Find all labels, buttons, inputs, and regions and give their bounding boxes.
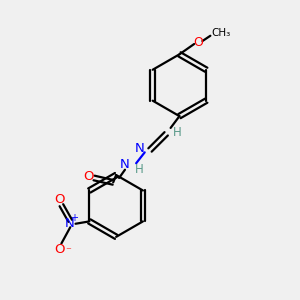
Text: N: N [135, 142, 145, 155]
Text: CH₃: CH₃ [211, 28, 230, 38]
Text: H: H [173, 126, 182, 139]
Text: O: O [55, 193, 65, 206]
Text: N: N [65, 217, 74, 230]
Text: ⁻: ⁻ [65, 247, 71, 257]
Text: H: H [135, 163, 144, 176]
Text: N: N [120, 158, 129, 171]
Text: +: + [70, 213, 78, 223]
Text: O: O [194, 36, 203, 49]
Text: O: O [83, 170, 94, 183]
Text: O: O [55, 244, 65, 256]
